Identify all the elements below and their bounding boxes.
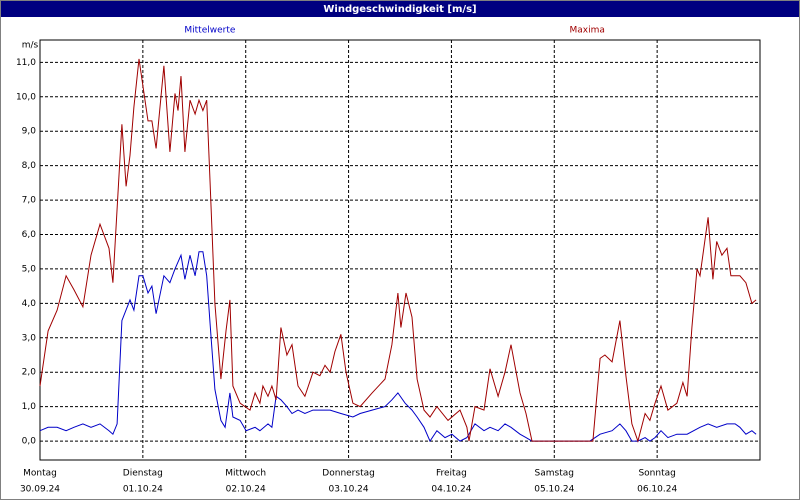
- y-tick-label: 4,0: [22, 299, 37, 309]
- y-tick-label: 1,0: [22, 402, 37, 412]
- x-tick-label: Sonntag: [638, 469, 675, 479]
- y-tick-label: 10,0: [16, 92, 36, 102]
- x-tick-date: 05.10.24: [534, 485, 574, 495]
- x-tick-date: 06.10.24: [637, 485, 677, 495]
- line-series: [39, 58, 757, 443]
- y-tick-label: 3,0: [22, 333, 37, 343]
- y-tick-label: 8,0: [22, 161, 37, 171]
- x-tick-label: Donnerstag: [322, 469, 375, 479]
- x-tick-label: Dienstag: [123, 469, 163, 479]
- x-tick-date: 03.10.24: [329, 485, 369, 495]
- x-tick-date: 01.10.24: [123, 485, 163, 495]
- legend-label: Mittelwerte: [184, 26, 235, 36]
- plot-border: [39, 39, 761, 461]
- x-tick-date: 02.10.24: [226, 485, 266, 495]
- y-tick-label: 6,0: [22, 230, 37, 240]
- y-tick-label: 11,0: [16, 58, 36, 68]
- x-tick-label: Mittwoch: [225, 469, 266, 479]
- x-tick-date: 30.09.24: [20, 485, 60, 495]
- x-tick-label: Montag: [23, 469, 57, 479]
- line-series: [39, 251, 757, 443]
- y-tick-label: 5,0: [22, 264, 37, 274]
- y-tick-label: 7,0: [22, 196, 37, 206]
- x-tick-label: Freitag: [436, 469, 467, 479]
- title-bar: [1, 1, 799, 17]
- chart-title: Windgeschwindigkeit [m/s]: [323, 4, 476, 15]
- y-tick-label: 9,0: [22, 127, 37, 137]
- legend-label: Maxima: [570, 26, 605, 36]
- y-tick-label: 2,0: [22, 368, 37, 378]
- x-tick-date: 04.10.24: [431, 485, 471, 495]
- y-axis-unit: m/s: [22, 41, 39, 51]
- x-tick-label: Samstag: [535, 469, 574, 479]
- y-tick-label: 0,0: [22, 437, 37, 447]
